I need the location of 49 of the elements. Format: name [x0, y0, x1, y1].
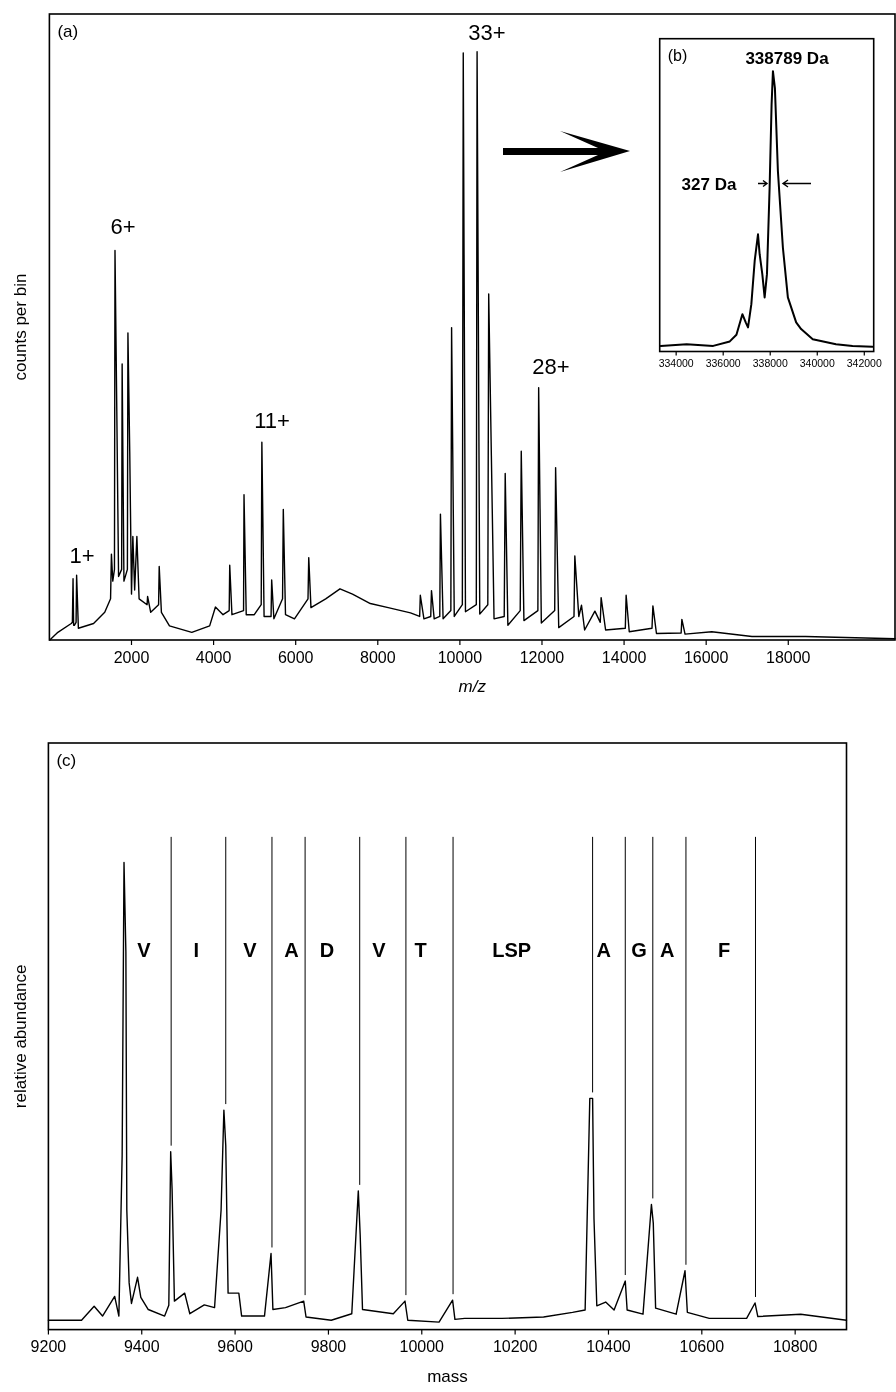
x-tick-label: 9400	[123, 1338, 160, 1356]
annotation: D	[319, 939, 335, 961]
annotation: 6+	[110, 213, 136, 239]
x-tick-label: 10600	[679, 1338, 725, 1356]
x-tick-label: 14000	[601, 648, 647, 666]
annotation: 338789 Da	[745, 48, 830, 68]
x-tick-label: 10000	[437, 648, 483, 666]
x-tick-label: 6000	[277, 648, 314, 666]
x-tick-label: 10400	[586, 1338, 631, 1356]
x-tick-label: 8000	[359, 648, 396, 666]
x-tick-label: 9800	[310, 1338, 347, 1356]
x-tick-label: 16000	[683, 648, 729, 666]
x-tick-label: 18000	[766, 648, 811, 666]
annotation: V	[372, 939, 387, 961]
annotation: LSP	[492, 939, 532, 961]
chart-title: (c)	[56, 751, 77, 770]
x-axis-title: mass	[427, 1367, 468, 1386]
chart-title: (b)	[667, 46, 688, 64]
annotation: A	[596, 939, 612, 961]
text: 33+	[468, 19, 506, 45]
annotation: V	[137, 939, 152, 961]
x-tick-label: 334000	[658, 357, 694, 370]
annotation: 1+	[69, 542, 95, 568]
x-tick-label: 10000	[399, 1338, 445, 1356]
x-tick-label: 338000	[752, 357, 788, 370]
annotation: 11+	[254, 407, 290, 433]
x-tick-label: 9600	[217, 1338, 253, 1356]
annotation: I	[193, 939, 200, 961]
chart-title: (a)	[57, 22, 79, 41]
x-tick-label: 10800	[772, 1338, 818, 1356]
x-tick-label: 336000	[705, 357, 741, 370]
annotation: F	[717, 939, 731, 961]
annotation: A	[659, 939, 675, 961]
annotation: 28+	[532, 353, 570, 379]
annotation: V	[243, 939, 258, 961]
x-tick-label: 340000	[799, 357, 835, 370]
x-tick-label: 9200	[30, 1338, 67, 1356]
y-axis-title: counts per bin	[10, 273, 30, 381]
annotation: 327 Da	[681, 174, 737, 194]
x-tick-label: 342000	[846, 357, 882, 370]
annotation: A	[284, 939, 299, 961]
x-axis-title: m/z	[458, 677, 487, 696]
y-axis-title: relative abundance	[10, 964, 30, 1109]
annotation: T	[414, 939, 427, 961]
annotation: G	[631, 939, 647, 961]
x-tick-label: 12000	[519, 648, 565, 666]
x-tick-label: 2000	[113, 648, 150, 666]
x-tick-label: 4000	[195, 648, 232, 666]
x-tick-label: 10200	[492, 1338, 538, 1356]
